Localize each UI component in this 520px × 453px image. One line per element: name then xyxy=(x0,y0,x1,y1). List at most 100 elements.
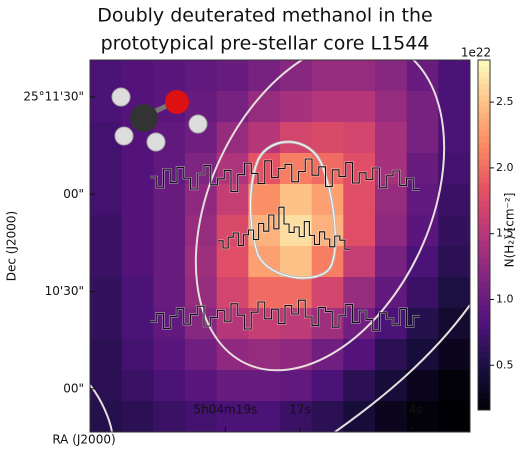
colorbar-step xyxy=(478,95,490,102)
colorbar-title: N(H₂) [cm⁻²] xyxy=(503,193,517,268)
colorbar-step xyxy=(478,112,490,119)
colorbar-step xyxy=(478,345,490,353)
heatmap-cell xyxy=(406,370,439,402)
heatmap-cell xyxy=(90,153,123,185)
colorbar-step xyxy=(478,246,490,253)
y-tick-label: 25°11'30" xyxy=(23,89,84,103)
chart-title: prototypical pre-stellar core L1544 xyxy=(101,33,430,55)
heatmap-cell xyxy=(121,215,154,247)
colorbar-step xyxy=(478,100,490,108)
colorbar: 0.5 1.0 1.5 2.0 2.5 xyxy=(477,59,514,411)
spectra xyxy=(150,157,420,332)
heatmap-cell xyxy=(406,308,439,340)
atom xyxy=(111,87,131,107)
heatmap-cell xyxy=(153,339,186,371)
colorbar-tick-label: 2.0 xyxy=(496,161,514,174)
heatmap-cell xyxy=(311,60,344,92)
heatmap-cell xyxy=(406,122,439,154)
colorbar-step xyxy=(478,165,490,172)
heatmap-cell xyxy=(153,277,186,309)
colorbar-step xyxy=(478,375,490,382)
heatmap-cell xyxy=(90,401,123,433)
heatmap-cell xyxy=(311,122,344,154)
colorbar-step xyxy=(478,153,490,160)
heatmap-cell xyxy=(248,339,281,371)
colorbar-step xyxy=(478,328,490,335)
heatmap-cell xyxy=(153,246,186,278)
atom xyxy=(130,104,158,132)
heatmap-cell xyxy=(406,246,439,278)
colorbar-step xyxy=(478,270,490,277)
colorbar-step xyxy=(478,83,490,90)
heatmap-cell xyxy=(406,215,439,247)
heatmap-cell xyxy=(438,184,471,216)
colorbar-step xyxy=(478,357,490,364)
colorbar-step xyxy=(478,60,490,67)
heatmap-cell xyxy=(248,184,281,216)
heatmap-cell xyxy=(438,370,471,402)
colorbar-step xyxy=(478,281,490,288)
heatmap-cell xyxy=(90,308,123,340)
heatmap-cell xyxy=(343,370,376,402)
heatmap-cell xyxy=(343,246,376,278)
atom xyxy=(146,132,166,152)
heatmap-cell xyxy=(311,339,344,371)
heatmap-cell xyxy=(375,184,408,216)
heatmap-cell xyxy=(280,215,313,247)
atom xyxy=(165,90,189,114)
heatmap-cell xyxy=(216,370,249,402)
heatmap-cell xyxy=(185,401,218,433)
y-axis-title: Dec (J2000) xyxy=(5,211,19,281)
colorbar-step xyxy=(478,211,490,218)
x-tick-label: 17s xyxy=(289,403,311,417)
colorbar-step xyxy=(478,89,490,96)
heatmap-cell xyxy=(216,122,249,154)
heatmap-cell xyxy=(280,60,313,92)
contour xyxy=(194,60,446,372)
colorbar-step xyxy=(478,404,490,411)
colorbar-step xyxy=(478,235,490,242)
heatmap-cell xyxy=(438,246,471,278)
heatmap-cell xyxy=(438,215,471,247)
colorbar-step xyxy=(478,392,490,399)
heatmap-cell xyxy=(185,215,218,247)
colorbar-step xyxy=(478,299,490,306)
heatmap-cell xyxy=(90,370,123,402)
heatmap-cell xyxy=(343,60,376,92)
heatmap-cell xyxy=(311,277,344,309)
heatmap-cell xyxy=(248,122,281,154)
x-tick-label: 5h04m19s xyxy=(194,403,258,417)
heatmap-cell xyxy=(438,401,471,433)
colorbar-step xyxy=(478,275,490,283)
colorbar-tick-label: 2.5 xyxy=(496,95,514,108)
heatmap-cell xyxy=(121,246,154,278)
atom xyxy=(114,126,134,146)
heatmap-cell xyxy=(185,339,218,371)
heatmap-cell xyxy=(121,277,154,309)
colorbar-tick-label: 1.0 xyxy=(496,292,514,305)
colorbar-step xyxy=(478,287,490,294)
heatmap-cell xyxy=(375,370,408,402)
colorbar-step xyxy=(478,351,490,358)
heatmap-cell xyxy=(216,184,249,216)
heatmap-cell xyxy=(185,246,218,278)
heatmap-cell xyxy=(90,277,123,309)
colorbar-step xyxy=(478,147,490,154)
heatmap-cell xyxy=(311,184,344,216)
contour xyxy=(334,304,470,432)
colorbar-step xyxy=(478,106,490,113)
heatmap-cell xyxy=(375,122,408,154)
heatmap-cell xyxy=(375,215,408,247)
heatmap-cell xyxy=(121,370,154,402)
heatmap-cell xyxy=(121,153,154,185)
heatmap-cell xyxy=(121,184,154,216)
heatmap-cell xyxy=(406,60,439,92)
heatmap-cell xyxy=(121,339,154,371)
colorbar-step xyxy=(478,205,490,213)
heatmap-cell xyxy=(248,401,281,433)
heatmap-cell xyxy=(153,401,186,433)
heatmap-cell xyxy=(90,246,123,278)
heatmap-cell xyxy=(153,184,186,216)
heatmap-cell xyxy=(280,184,313,216)
heatmap-cell xyxy=(311,91,344,123)
